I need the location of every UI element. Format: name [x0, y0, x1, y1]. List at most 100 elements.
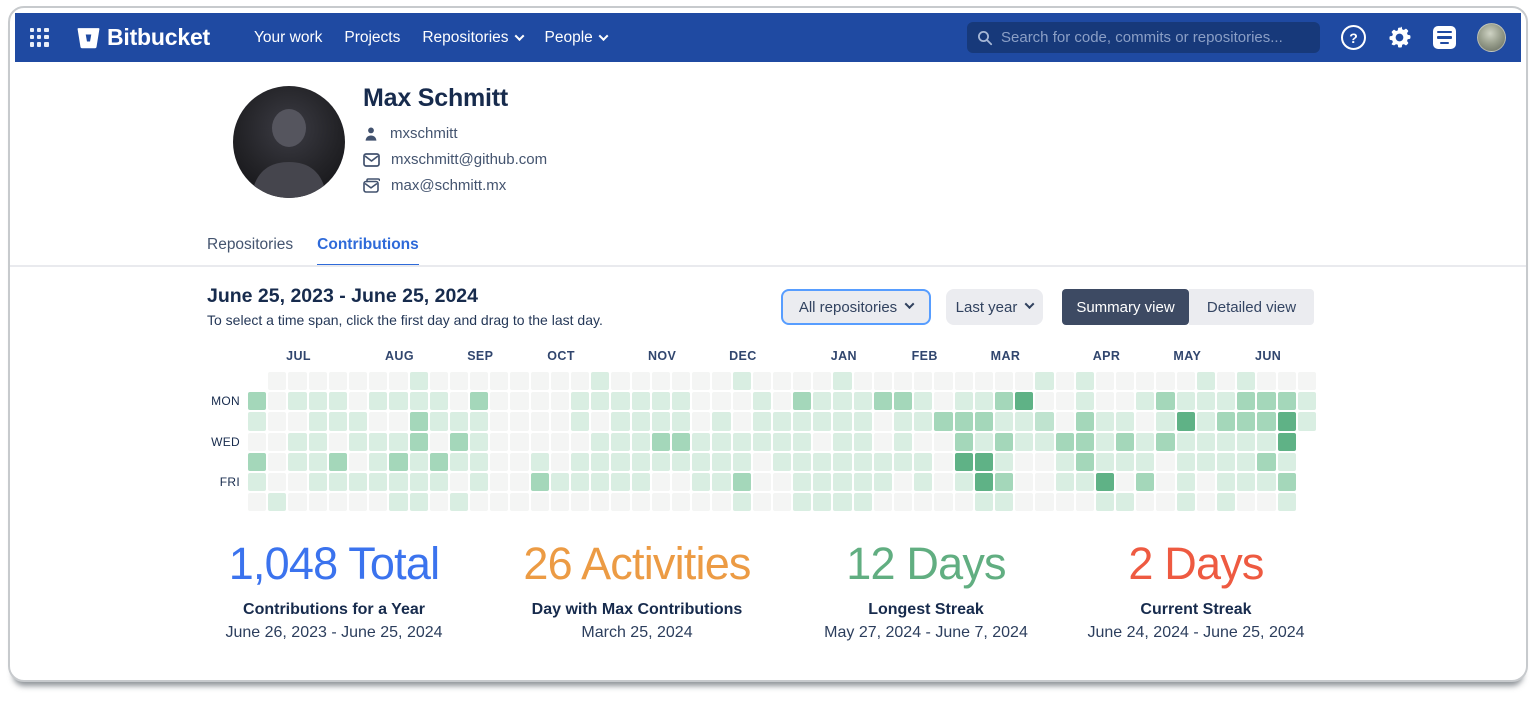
heatmap-cell[interactable]	[550, 493, 569, 512]
heatmap-cell[interactable]	[974, 372, 993, 391]
heatmap-cell[interactable]	[631, 452, 650, 471]
heatmap-cell[interactable]	[732, 432, 751, 451]
heatmap-cell[interactable]	[1257, 493, 1276, 512]
heatmap-cell[interactable]	[470, 472, 489, 492]
heatmap-cell[interactable]	[1055, 493, 1074, 512]
heatmap-cell[interactable]	[510, 452, 529, 471]
heatmap-cell[interactable]	[490, 372, 509, 391]
heatmap-cell[interactable]	[1277, 432, 1296, 451]
heatmap-cell[interactable]	[894, 432, 913, 451]
heatmap-cell[interactable]	[712, 412, 731, 431]
heatmap-cell[interactable]	[470, 432, 489, 451]
heatmap-cell[interactable]	[934, 432, 953, 451]
heatmap-cell[interactable]	[793, 372, 812, 391]
heatmap-cell[interactable]	[288, 472, 307, 492]
heatmap-cell[interactable]	[873, 452, 892, 471]
heatmap-cell[interactable]	[1116, 452, 1135, 471]
heatmap-cell[interactable]	[914, 392, 933, 411]
heatmap-cell[interactable]	[1136, 372, 1155, 391]
heatmap-cell[interactable]	[571, 493, 590, 512]
heatmap-cell[interactable]	[591, 493, 610, 512]
heatmap-cell[interactable]	[470, 372, 489, 391]
heatmap-cell[interactable]	[1035, 412, 1054, 431]
heatmap-cell[interactable]	[1176, 392, 1195, 411]
heatmap-cell[interactable]	[1237, 372, 1256, 391]
heatmap-cell[interactable]	[813, 412, 832, 431]
time-range-dropdown[interactable]: Last year	[946, 289, 1043, 325]
heatmap-cell[interactable]	[389, 412, 408, 431]
heatmap-cell[interactable]	[994, 432, 1014, 451]
heatmap-cell[interactable]	[369, 412, 388, 431]
heatmap-cell[interactable]	[772, 452, 792, 471]
heatmap-cell[interactable]	[813, 493, 832, 512]
heatmap-cell[interactable]	[793, 392, 812, 411]
heatmap-cell[interactable]	[1075, 472, 1094, 492]
heatmap-cell[interactable]	[752, 493, 771, 512]
heatmap-cell[interactable]	[248, 432, 267, 451]
heatmap-cell[interactable]	[1095, 452, 1115, 471]
heatmap-cell[interactable]	[974, 412, 993, 431]
heatmap-cell[interactable]	[1156, 432, 1175, 451]
heatmap-cell[interactable]	[974, 452, 993, 471]
heatmap-cell[interactable]	[1297, 392, 1316, 411]
heatmap-cell[interactable]	[1075, 412, 1094, 431]
heatmap-cell[interactable]	[288, 392, 307, 411]
heatmap-cell[interactable]	[530, 372, 549, 391]
heatmap-cell[interactable]	[914, 493, 933, 512]
heatmap-cell[interactable]	[974, 493, 993, 512]
heatmap-cell[interactable]	[268, 392, 287, 411]
heatmap-cell[interactable]	[348, 392, 368, 411]
heatmap-cell[interactable]	[853, 412, 872, 431]
heatmap-cell[interactable]	[389, 493, 408, 512]
heatmap-cell[interactable]	[712, 372, 731, 391]
heatmap-cell[interactable]	[268, 452, 287, 471]
heatmap-cell[interactable]	[611, 493, 630, 512]
heatmap-cell[interactable]	[348, 493, 368, 512]
heatmap-cell[interactable]	[1035, 493, 1054, 512]
heatmap-cell[interactable]	[873, 392, 892, 411]
heatmap-cell[interactable]	[1035, 432, 1054, 451]
heatmap-cell[interactable]	[1035, 372, 1054, 391]
heatmap-cell[interactable]	[671, 472, 691, 492]
heatmap-cell[interactable]	[954, 412, 973, 431]
heatmap-cell[interactable]	[470, 392, 489, 411]
heatmap-cell[interactable]	[591, 392, 610, 411]
heatmap-cell[interactable]	[692, 452, 711, 471]
all-repositories-dropdown[interactable]: All repositories	[781, 289, 931, 325]
heatmap-cell[interactable]	[328, 452, 347, 471]
heatmap-cell[interactable]	[914, 432, 933, 451]
user-avatar[interactable]	[1477, 23, 1506, 52]
heatmap-cell[interactable]	[894, 412, 913, 431]
heatmap-cell[interactable]	[348, 472, 368, 492]
heatmap-cell[interactable]	[530, 472, 549, 492]
heatmap-cell[interactable]	[530, 392, 549, 411]
heatmap-cell[interactable]	[571, 432, 590, 451]
heatmap-cell[interactable]	[409, 372, 428, 391]
heatmap-cell[interactable]	[631, 472, 650, 492]
heatmap-cell[interactable]	[833, 472, 852, 492]
heatmap-cell[interactable]	[369, 493, 388, 512]
heatmap-cell[interactable]	[752, 472, 771, 492]
heatmap-cell[interactable]	[732, 452, 751, 471]
heatmap-cell[interactable]	[914, 412, 933, 431]
heatmap-cell[interactable]	[1217, 392, 1236, 411]
heatmap-cell[interactable]	[793, 432, 812, 451]
heatmap-cell[interactable]	[389, 432, 408, 451]
heatmap-cell[interactable]	[328, 493, 347, 512]
heatmap-cell[interactable]	[530, 432, 549, 451]
heatmap-cell[interactable]	[712, 392, 731, 411]
heatmap-cell[interactable]	[530, 452, 549, 471]
nav-item-people[interactable]: People	[545, 29, 609, 47]
heatmap-cell[interactable]	[449, 432, 469, 451]
heatmap-cell[interactable]	[1015, 452, 1034, 471]
heatmap-cell[interactable]	[389, 452, 408, 471]
heatmap-cell[interactable]	[1196, 472, 1215, 492]
heatmap-cell[interactable]	[268, 472, 287, 492]
heatmap-cell[interactable]	[894, 392, 913, 411]
heatmap-cell[interactable]	[1136, 392, 1155, 411]
heatmap-cell[interactable]	[288, 412, 307, 431]
heatmap-cell[interactable]	[248, 472, 267, 492]
heatmap-cell[interactable]	[994, 412, 1014, 431]
heatmap-cell[interactable]	[1156, 372, 1175, 391]
heatmap-cell[interactable]	[1196, 493, 1215, 512]
